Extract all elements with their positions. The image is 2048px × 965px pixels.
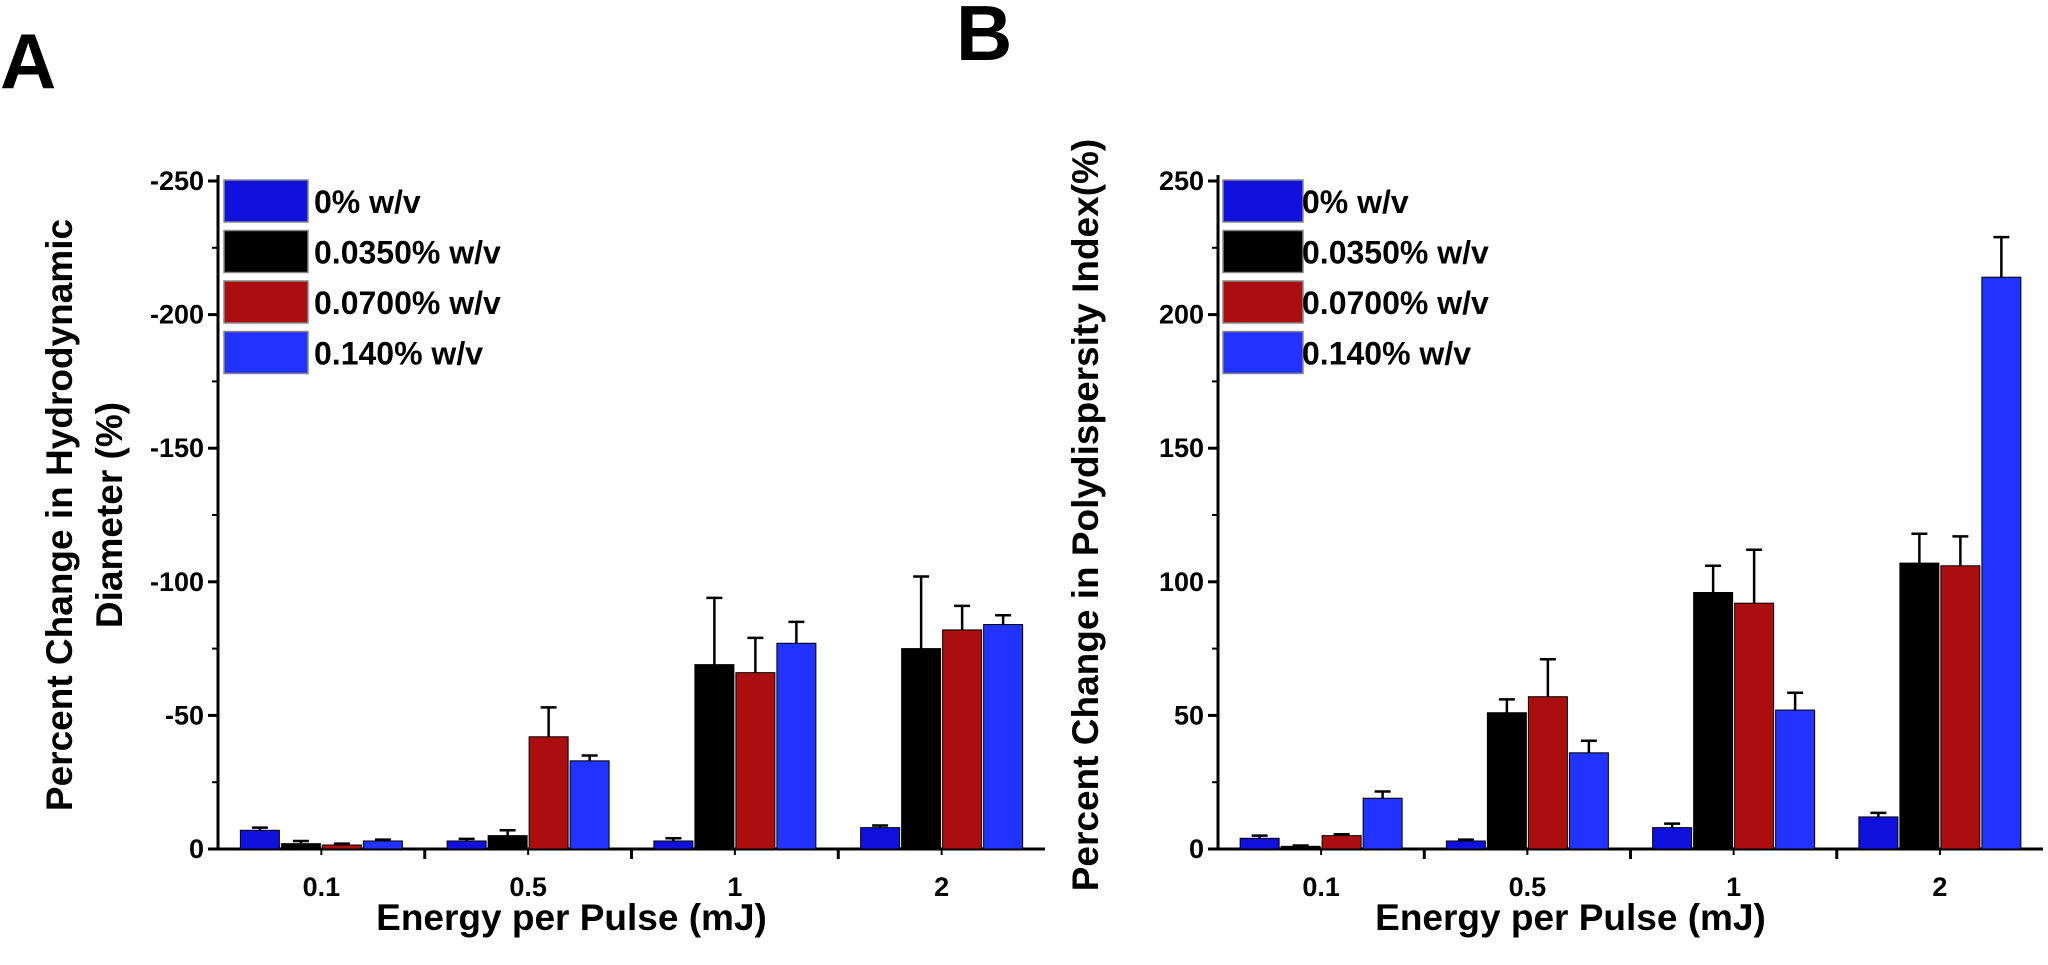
y-tick-label: -250 <box>150 166 204 196</box>
legend: 0% w/v 0.0350% w/v 0.0700% w/v 0.140% w/v <box>223 179 501 375</box>
panel-letter: A <box>0 17 56 105</box>
x-tick-label: 0.1 <box>1302 872 1340 902</box>
bar <box>983 624 1024 850</box>
bar <box>528 736 569 850</box>
legend-swatch <box>223 330 309 375</box>
panel-a: A 0 -50 -100 -150 -200 -250 0.1 0.5 1 2 0% w/v 0.035… <box>0 17 1045 938</box>
x-tick-label: 1 <box>1726 872 1741 902</box>
x-axis-title: Energy per Pulse (mJ) <box>376 897 767 938</box>
legend-label: 0% w/v <box>1302 184 1409 220</box>
x-tick-label: 0.5 <box>509 872 547 902</box>
bar <box>1899 562 1940 850</box>
bar <box>1527 696 1568 850</box>
legend: 0% w/v 0.0350% w/v 0.0700% w/v 0.140% w/v <box>1222 179 1489 375</box>
bar <box>1734 602 1775 850</box>
y-tick-label: 150 <box>1159 433 1204 463</box>
bar <box>280 843 321 850</box>
bar <box>321 844 362 850</box>
legend-label: 0.0700% w/v <box>314 285 501 321</box>
legend-swatch <box>223 229 309 274</box>
x-tick-label: 2 <box>934 872 949 902</box>
bar <box>446 840 487 850</box>
legend-swatch <box>1222 280 1304 324</box>
x-tick-label: 2 <box>1932 872 1947 902</box>
legend-label: 0.0350% w/v <box>1302 235 1489 271</box>
legend-swatch <box>1222 229 1304 274</box>
bar <box>362 840 403 850</box>
panel-b: B 0 50 100 150 200 250 0.1 0.5 1 2 0% w/v 0.0350% w/… <box>956 0 2043 938</box>
bar <box>1940 565 1981 850</box>
y-tick-label: -200 <box>150 300 204 330</box>
legend-label: 0.0350% w/v <box>314 235 501 271</box>
y-axis-title: Percent Change in Hydrodynamic <box>39 219 80 811</box>
y-tick-label: -50 <box>165 700 204 730</box>
y-tick-label: 50 <box>1174 700 1204 730</box>
bar <box>1652 827 1693 850</box>
legend-label: 0.140% w/v <box>1302 336 1471 372</box>
y-tick-label: 0 <box>1189 834 1204 864</box>
y-tick-label: -150 <box>150 433 204 463</box>
bar <box>1981 276 2022 850</box>
bar <box>1858 816 1899 850</box>
y-tick-label: 0 <box>189 834 204 864</box>
y-axis-title: Diameter (%) <box>89 402 130 628</box>
legend-swatch <box>1222 179 1304 223</box>
bar <box>1239 837 1280 850</box>
bar <box>1568 752 1609 850</box>
bar <box>942 629 983 850</box>
panel-letter: B <box>956 0 1012 77</box>
legend-swatch <box>223 280 309 324</box>
y-tick-label: 100 <box>1159 567 1204 597</box>
bar <box>901 648 942 850</box>
x-tick-label: 0.1 <box>303 872 341 902</box>
bar <box>487 835 528 850</box>
y-tick-label: -100 <box>150 567 204 597</box>
bar <box>1486 712 1527 850</box>
y-axis-title: Percent Change in Polydispersity Index(%… <box>1065 139 1106 892</box>
bar <box>1321 835 1362 850</box>
bar <box>776 642 817 850</box>
bar <box>1693 591 1734 850</box>
bar <box>1775 709 1816 850</box>
legend-swatch <box>1222 330 1304 375</box>
bar <box>860 827 901 850</box>
bar <box>735 672 776 850</box>
x-tick-label: 0.5 <box>1509 872 1547 902</box>
bar <box>239 829 280 850</box>
x-tick-label: 1 <box>727 872 742 902</box>
x-axis-title: Energy per Pulse (mJ) <box>1375 897 1766 938</box>
bar <box>569 760 610 850</box>
bar <box>694 664 735 850</box>
y-tick-label: 200 <box>1159 300 1204 330</box>
legend-label: 0% w/v <box>314 184 421 220</box>
legend-swatch <box>223 179 309 223</box>
y-tick-label: 250 <box>1159 166 1204 196</box>
bar <box>653 840 694 850</box>
bar <box>1445 840 1486 850</box>
legend-label: 0.0700% w/v <box>1302 285 1489 321</box>
bar <box>1362 797 1403 850</box>
legend-label: 0.140% w/v <box>314 336 483 372</box>
